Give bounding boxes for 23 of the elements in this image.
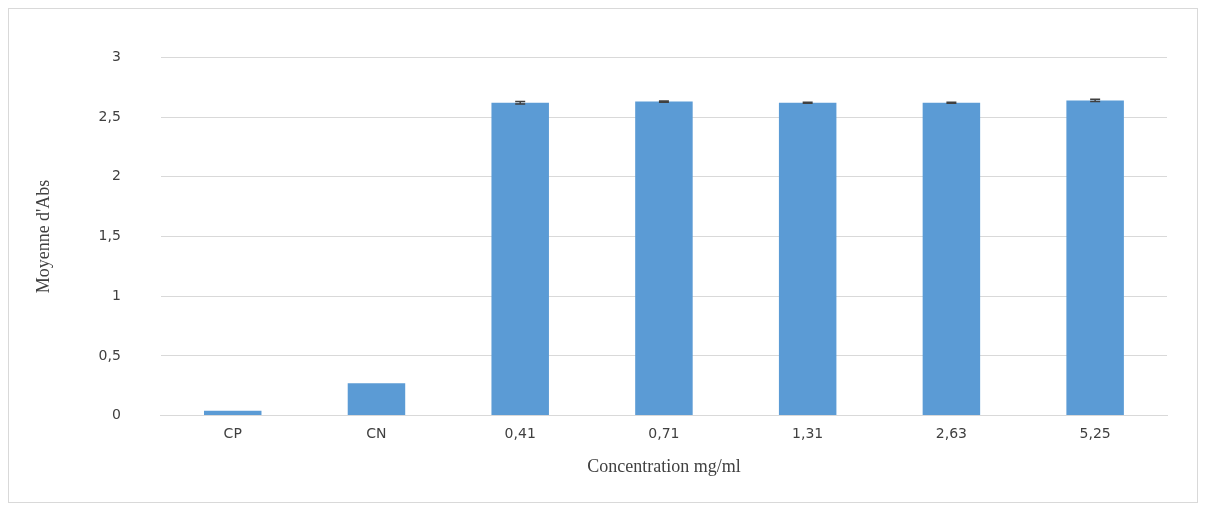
x-tick-label: 1,31 xyxy=(792,424,824,441)
x-tick-label: 0,71 xyxy=(648,424,680,441)
y-tick-label: 1,5 xyxy=(98,227,121,244)
x-tick-label: 0,41 xyxy=(504,424,536,441)
bar xyxy=(922,102,981,416)
bar xyxy=(1066,100,1124,416)
y-tick-label: 3 xyxy=(111,48,121,65)
x-tick-label: CN xyxy=(366,424,387,441)
y-axis-title: Moyenne d'Abs xyxy=(32,179,53,294)
bar xyxy=(491,102,549,416)
y-tick-label: 0,5 xyxy=(98,346,121,363)
bar xyxy=(635,101,693,416)
y-tick-label: 1 xyxy=(111,286,121,303)
y-tick-label: 2 xyxy=(111,167,121,184)
bar xyxy=(778,102,837,416)
x-axis-title: Concentration mg/ml xyxy=(587,455,741,476)
bar xyxy=(347,383,406,416)
x-tick-label: 2,63 xyxy=(935,424,967,441)
bar xyxy=(203,410,262,416)
x-tick-label: 5,25 xyxy=(1079,424,1111,441)
y-tick-label: 2,5 xyxy=(98,107,121,124)
y-tick-label: 0 xyxy=(111,406,121,423)
x-tick-label: CP xyxy=(223,424,242,441)
